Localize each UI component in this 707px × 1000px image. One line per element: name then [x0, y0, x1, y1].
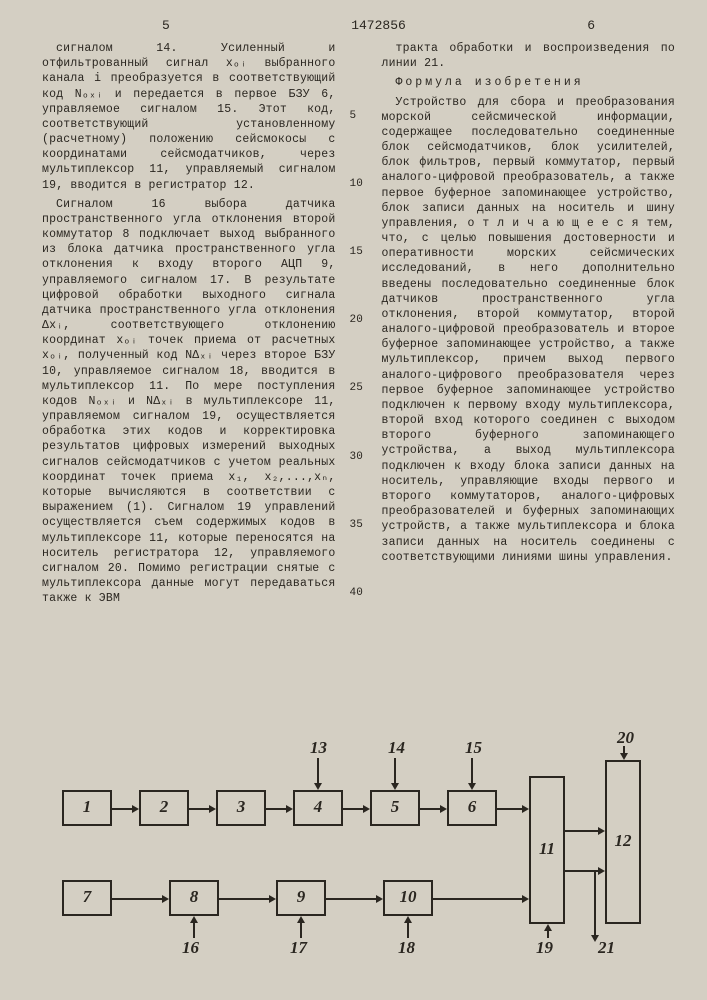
- signal-label-18: 18: [398, 938, 415, 958]
- arrow-head-icon: [598, 867, 605, 875]
- connector-line: [407, 922, 409, 938]
- block-label-5: 5: [385, 797, 405, 817]
- signal-label-15: 15: [465, 738, 482, 758]
- connector-line: [594, 870, 596, 936]
- block-label-9: 9: [291, 887, 311, 907]
- arrow-head-icon: [522, 895, 529, 903]
- signal-label-17: 17: [290, 938, 307, 958]
- signal-label-13: 13: [310, 738, 327, 758]
- arrow-head-icon: [269, 895, 276, 903]
- arrow-head-icon: [314, 783, 322, 790]
- arrow-head-icon: [598, 827, 605, 835]
- arrow-head-icon: [620, 753, 628, 760]
- signal-label-21: 21: [598, 938, 615, 958]
- signal-label-14: 14: [388, 738, 405, 758]
- right-p2: Устройство для сбора и преобразования мо…: [382, 95, 676, 565]
- page-header: 5 1472856 6: [42, 18, 675, 33]
- arrow-head-icon: [391, 783, 399, 790]
- ln-20: 20: [350, 313, 368, 328]
- connector-line: [433, 898, 523, 900]
- arrow-head-icon: [209, 805, 216, 813]
- ln-15: 15: [350, 245, 368, 260]
- page-num-right: 6: [587, 18, 595, 33]
- block-label-2: 2: [154, 797, 174, 817]
- connector-line: [547, 930, 549, 938]
- connector-line: [112, 808, 133, 810]
- page-num-left: 5: [162, 18, 170, 33]
- arrow-head-icon: [132, 805, 139, 813]
- block-label-6: 6: [462, 797, 482, 817]
- connector-line: [471, 758, 473, 784]
- arrow-head-icon: [363, 805, 370, 813]
- connector-line: [420, 808, 441, 810]
- block-label-12: 12: [613, 831, 633, 851]
- block-label-4: 4: [308, 797, 328, 817]
- block-label-3: 3: [231, 797, 251, 817]
- connector-line: [112, 898, 163, 900]
- arrow-head-icon: [404, 916, 412, 923]
- block-label-11: 11: [537, 839, 557, 859]
- connector-line: [326, 898, 377, 900]
- connector-line: [193, 922, 195, 938]
- right-p1: тракта обработки и воспроизведения по ли…: [382, 41, 676, 71]
- arrow-head-icon: [190, 916, 198, 923]
- connector-line: [219, 898, 270, 900]
- arrow-head-icon: [544, 924, 552, 931]
- signal-label-19: 19: [536, 938, 553, 958]
- right-column: тракта обработки и воспроизведения по ли…: [382, 41, 676, 610]
- arrow-head-icon: [468, 783, 476, 790]
- connector-line: [497, 808, 523, 810]
- ln-40: 40: [350, 586, 368, 601]
- connector-line: [300, 922, 302, 938]
- left-column: сигналом 14. Усиленный и отфильтрованный…: [42, 41, 336, 610]
- connector-line: [189, 808, 210, 810]
- ln-25: 25: [350, 381, 368, 396]
- formula-heading: Формула изобретения: [382, 75, 676, 90]
- connector-line: [317, 758, 319, 784]
- block-diagram: 123456789101112131415201617181921: [42, 710, 662, 970]
- arrow-head-icon: [522, 805, 529, 813]
- arrow-head-icon: [162, 895, 169, 903]
- line-numbers: 5 10 15 20 25 30 35 40: [350, 41, 368, 610]
- arrow-head-icon: [376, 895, 383, 903]
- connector-line: [266, 808, 287, 810]
- arrow-head-icon: [297, 916, 305, 923]
- ln-10: 10: [350, 177, 368, 192]
- ln-35: 35: [350, 518, 368, 533]
- text-columns: сигналом 14. Усиленный и отфильтрованный…: [42, 41, 675, 610]
- left-p2: Сигналом 16 выбора датчика пространствен…: [42, 197, 336, 607]
- connector-line: [565, 830, 599, 832]
- arrow-head-icon: [286, 805, 293, 813]
- ln-30: 30: [350, 450, 368, 465]
- signal-label-16: 16: [182, 938, 199, 958]
- arrow-head-icon: [440, 805, 447, 813]
- block-label-10: 10: [398, 887, 418, 907]
- block-label-1: 1: [77, 797, 97, 817]
- left-p1: сигналом 14. Усиленный и отфильтрованный…: [42, 41, 336, 193]
- block-label-8: 8: [184, 887, 204, 907]
- patent-number: 1472856: [170, 18, 587, 33]
- connector-line: [343, 808, 364, 810]
- connector-line: [394, 758, 396, 784]
- ln-5: 5: [350, 109, 368, 124]
- block-label-7: 7: [77, 887, 97, 907]
- signal-label-20: 20: [617, 728, 634, 748]
